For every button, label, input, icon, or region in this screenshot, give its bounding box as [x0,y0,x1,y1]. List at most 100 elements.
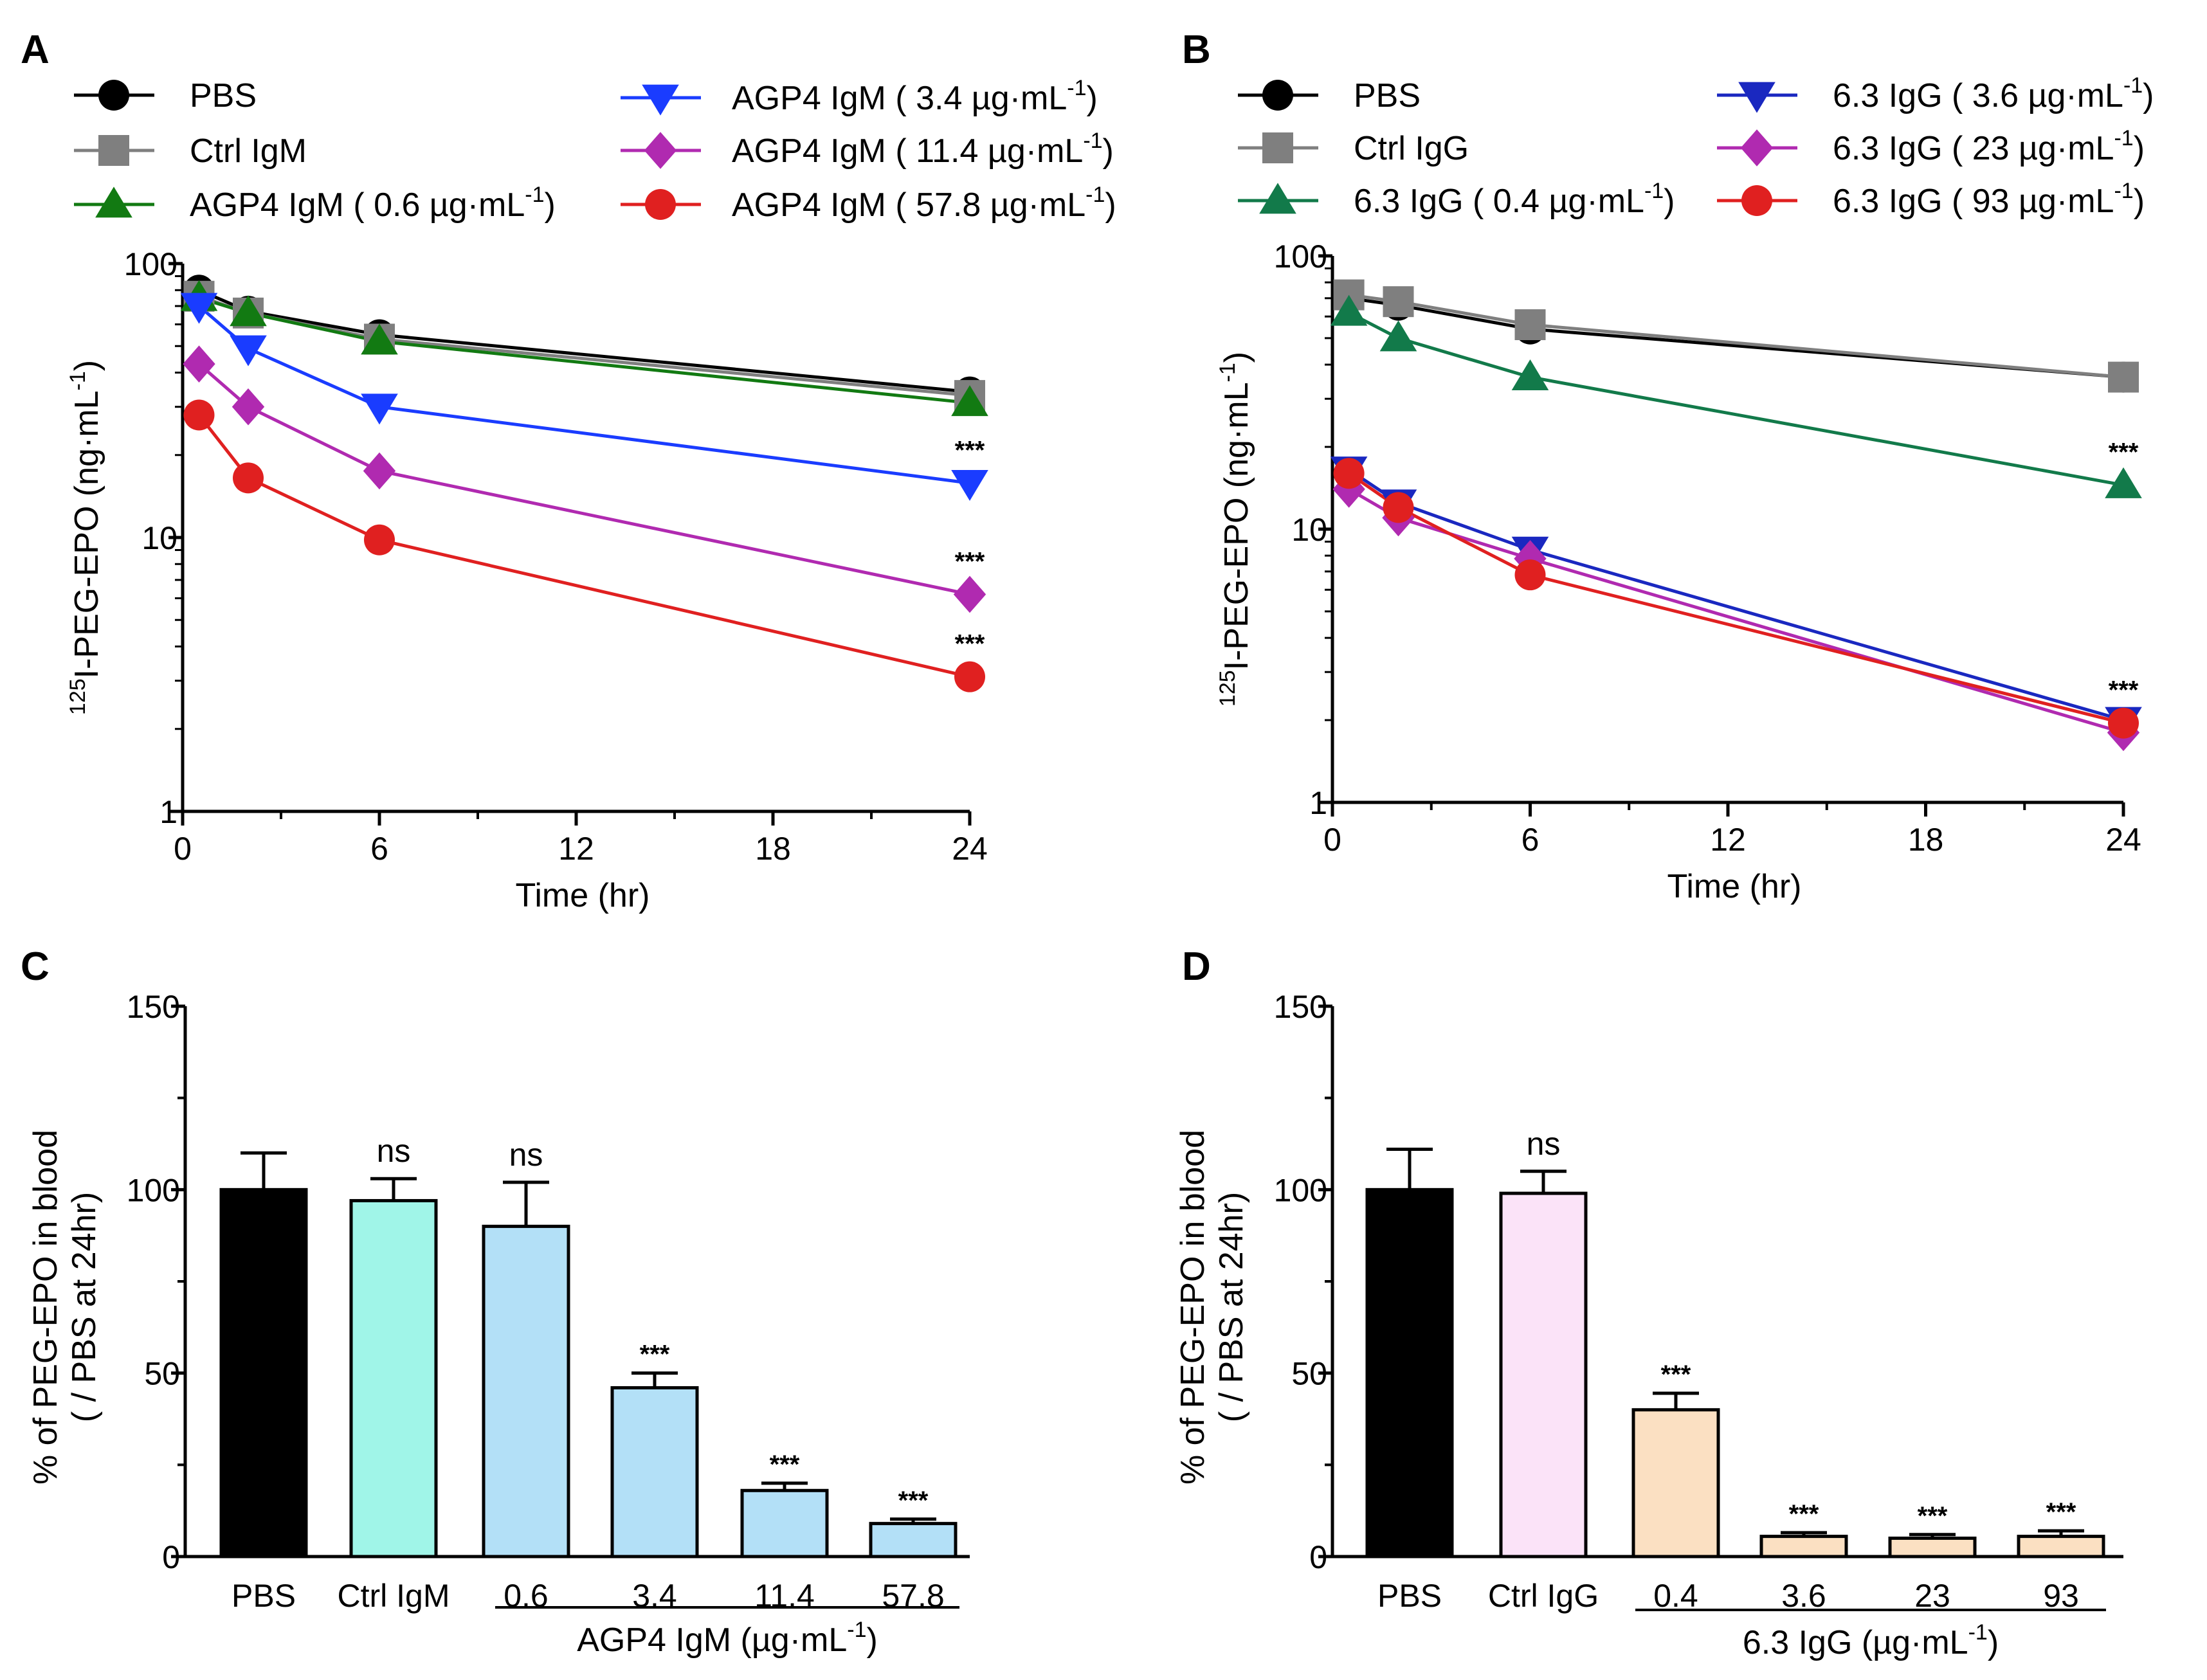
legend-label-text: 6.3 IgG ( 0.4 µg·mL [1354,183,1644,220]
bar [1365,1188,1454,1558]
x-axis-title: Time (hr) [1667,868,1802,905]
legend-label-sup: -1 [2114,179,2133,203]
bar [1759,1535,1848,1558]
legend-label: PBS [1354,77,1421,114]
y-tick-label: 0 [162,1539,180,1575]
bar [740,1488,829,1558]
y-tick-label: 1 [1309,785,1327,821]
group-label-sup: -1 [847,1618,866,1642]
series-line [1349,293,2124,379]
significance-label: ns [1527,1126,1561,1162]
y-tick-label: 150 [1274,989,1327,1025]
legend-item: PBS [74,77,257,114]
legend-label-text: 6.3 IgG ( 93 µg·mL [1833,183,2114,220]
legend-marker-triangle-up [1259,183,1296,214]
data-point [1514,559,1546,591]
legend-label-close: ) [1664,183,1675,220]
legend-marker-triangle-up [95,186,132,218]
legend-marker-circle [645,189,676,220]
panel-a: A PBS Ctrl IgM AGP4 IgM ( 0.6 µg·mL-1) AGP4 … [21,28,1116,914]
x-axis-title: Time (hr) [516,877,650,914]
series-line [1348,472,2124,725]
legend-marker-triangle-down [642,84,679,116]
data-point [363,452,396,490]
panel-letter: C [21,944,50,989]
x-tick-label: 18 [755,831,791,867]
legend-label-sup: -1 [1085,183,1105,207]
significance-label: *** [2046,1498,2076,1526]
x-tick-label: 24 [952,831,988,867]
legend-marker-circle [1262,80,1293,111]
y-tick-label: 100 [127,1172,180,1208]
series-line [197,305,970,485]
panel-d: D 0 50 100 150 % of PEG-EPO in blood( / PBS a… [1174,944,2123,1661]
legend-item: Ctrl IgM [74,132,307,170]
y-axis-title-unit-sup: -1 [66,371,90,390]
legend-marker-square [1262,132,1293,163]
legend-label: 6.3 IgG ( 93 µg·mL-1) [1833,179,2145,220]
x-tick-label: Ctrl IgM [338,1578,450,1614]
series-line [198,288,970,394]
significance-label: *** [640,1341,670,1369]
data-point [364,524,395,555]
series-line [1348,311,2124,487]
bar [2017,1535,2105,1558]
significance-label: *** [955,630,985,658]
x-tick-label: PBS [232,1578,296,1614]
bar [349,1198,438,1558]
legend-label-close: ) [1086,80,1097,117]
x-tick-label: 93 [2043,1578,2079,1614]
legend-item: Ctrl IgG [1238,130,1469,167]
y-axis-title-tail: ) [68,360,105,371]
significance-label: ns [377,1133,411,1169]
significance-label: *** [955,547,985,575]
legend-label-close: ) [2134,183,2145,220]
bar [1499,1191,1588,1558]
bar [610,1386,699,1558]
legend-marker-circle [1741,185,1772,216]
legend-label: PBS [190,77,257,114]
group-label-close: ) [866,1621,877,1659]
y-tick-label: 150 [127,989,180,1025]
group-label: AGP4 IgM (µg·mL-1) [577,1618,878,1659]
legend-label: 6.3 IgG ( 3.6 µg·mL-1) [1833,73,2154,114]
significance-label: *** [1789,1500,1819,1528]
group-label-sup: -1 [1968,1620,1988,1645]
panel-letter: A [21,28,50,72]
y-axis-title-line1: % of PEG-EPO in blood [27,1130,64,1485]
legend-marker-diamond [1740,129,1774,167]
data-point [2108,707,2139,739]
series-line [1348,487,2124,734]
legend-label-text: AGP4 IgM ( 3.4 µg·mL [732,80,1067,117]
y-axis-title-line2: ( / PBS at 24hr) [1213,1192,1250,1422]
data-point [361,393,398,425]
x-tick-label: 24 [2105,822,2141,858]
legend-label-close: ) [1103,132,1114,170]
x-tick-label: 6 [1521,822,1539,858]
legend-label: 6.3 IgG ( 23 µg·mL-1) [1833,126,2145,167]
legend-item: AGP4 IgM ( 3.4 µg·mL-1) [621,76,1098,117]
legend-marker-triangle-down [1738,82,1776,113]
legend-label-sup: -1 [2114,126,2133,150]
data-point [1379,320,1417,352]
data-point [1332,471,1365,508]
legend-label-sup: -1 [1644,179,1664,203]
significance-label: ns [509,1137,543,1173]
x-tick-label: Ctrl IgG [1488,1578,1599,1614]
legend-marker-circle [98,80,129,111]
legend-label-close: ) [2143,77,2154,114]
x-tick-label: 3.6 [1781,1578,1826,1614]
data-point [361,323,398,355]
y-axis-title: 125I-PEG-EPO (ng·mL-1) [66,360,105,715]
legend-item: AGP4 IgM ( 0.6 µg·mL-1) [74,183,556,224]
legend-marker-square [98,135,129,166]
data-point [232,388,265,426]
data-point [2105,467,2142,498]
legend-item: AGP4 IgM ( 11.4 µg·mL-1) [621,129,1114,170]
y-tick-label: 100 [1274,239,1327,275]
series-line [198,296,970,405]
data-point [183,399,215,431]
significance-label: *** [2109,438,2139,466]
y-axis-title-text: I-PEG-EPO (ng·mL [1218,382,1255,670]
y-tick-label: 100 [124,246,177,282]
